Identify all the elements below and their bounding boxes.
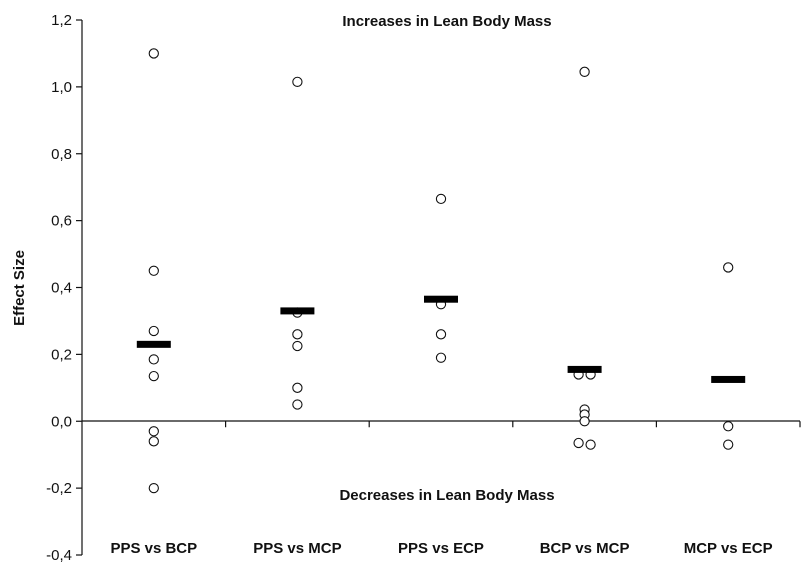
mean-bar xyxy=(280,307,315,315)
y-tick-label: 0,4 xyxy=(51,280,72,297)
y-tick-label: -0,2 xyxy=(46,480,72,497)
annotation-decreases: Decreases in Lean Body Mass xyxy=(339,487,554,504)
data-point-circle xyxy=(723,421,734,432)
data-point-circle xyxy=(573,437,584,449)
axes xyxy=(81,20,800,555)
data-point-circle xyxy=(148,370,159,382)
mean-bar xyxy=(136,340,171,348)
data-point-circle xyxy=(148,354,159,365)
y-axis-label: Effect Size xyxy=(11,250,28,326)
x-ticks xyxy=(225,421,801,428)
category-label: BCP vs MCP xyxy=(540,540,630,557)
data-point-circle xyxy=(435,193,447,205)
data-point-circle xyxy=(435,352,447,363)
category-label: PPS vs MCP xyxy=(253,540,341,557)
y-tick-label: 1,0 xyxy=(51,79,72,96)
mean-bar xyxy=(424,295,458,303)
y-tick-label: -0,4 xyxy=(46,547,72,563)
data-point-circle xyxy=(579,66,590,77)
category-labels: PPS vs BCP PPS vs MCP PPS vs ECP BCP vs MCP… xyxy=(110,540,772,557)
y-tick-label: 0,0 xyxy=(51,413,72,430)
data-point-circle xyxy=(148,436,159,447)
y-tick-label: 0,8 xyxy=(51,146,72,163)
mean-bar xyxy=(567,365,602,373)
category-label: PPS vs BCP xyxy=(110,540,197,557)
data-point-circle xyxy=(579,416,590,427)
data-point-circle xyxy=(292,382,303,393)
category-label: MCP vs ECP xyxy=(684,540,773,557)
data-point-circle xyxy=(148,325,159,337)
data-point-circle xyxy=(292,399,303,410)
data-point-circle xyxy=(723,262,734,273)
data-point-circle xyxy=(292,340,303,352)
y-tick-label: 1,2 xyxy=(51,12,72,29)
data-point-circle xyxy=(148,48,159,59)
category-label: PPS vs ECP xyxy=(398,540,484,557)
data-point-circle xyxy=(148,265,159,276)
data-point-circle xyxy=(292,329,303,340)
data-point-circle xyxy=(292,76,303,88)
annotation-increases: Increases in Lean Body Mass xyxy=(342,13,551,30)
data-point-circle xyxy=(585,439,596,450)
data-marks xyxy=(136,48,746,494)
data-point-circle xyxy=(723,439,734,450)
data-point-circle xyxy=(148,482,159,494)
data-point-circle xyxy=(148,426,159,437)
mean-bar xyxy=(711,375,746,383)
y-tick-label: 0,2 xyxy=(51,346,72,363)
y-tick-label: 0,6 xyxy=(51,213,72,230)
y-ticks: -0,4 -0,2 0,0 0,2 0,4 0,6 0,8 1,0 1,2 xyxy=(46,12,82,563)
data-point-circle xyxy=(435,329,447,340)
